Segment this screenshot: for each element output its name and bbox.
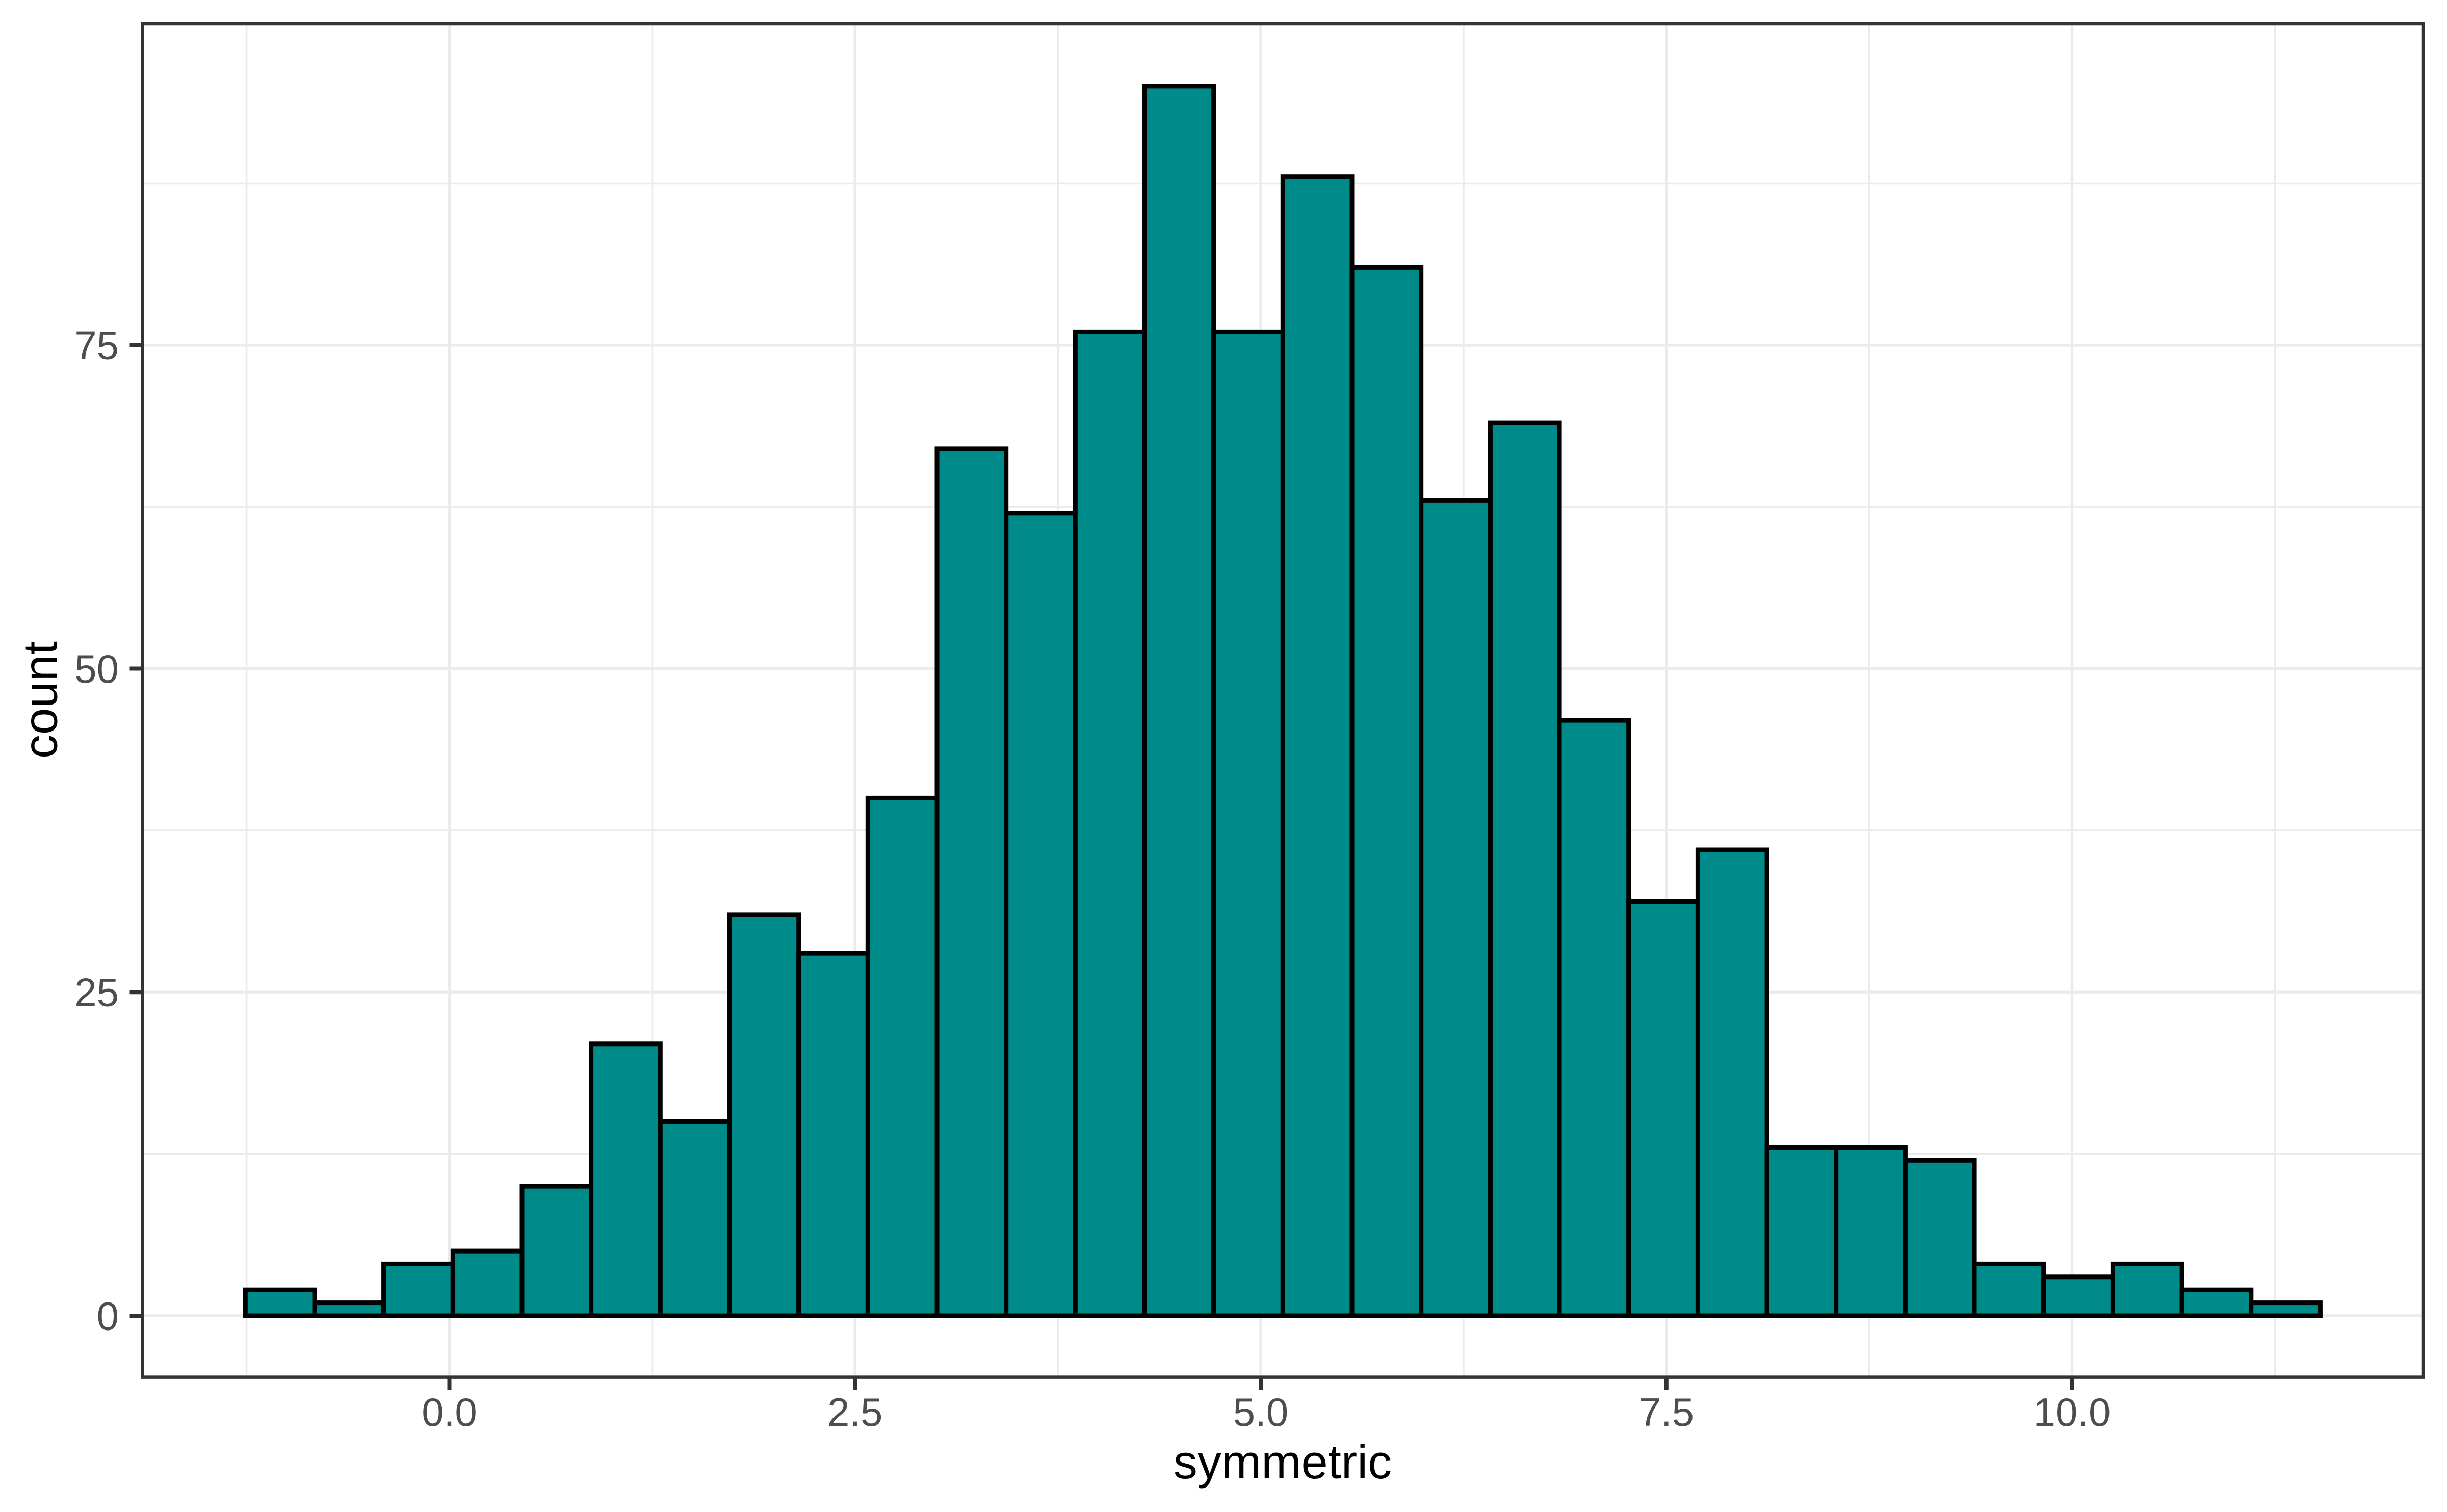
svg-text:10.0: 10.0	[2034, 1390, 2111, 1435]
svg-text:2.5: 2.5	[827, 1390, 882, 1435]
svg-text:0: 0	[97, 1294, 119, 1339]
svg-text:0.0: 0.0	[422, 1390, 477, 1435]
svg-text:75: 75	[74, 323, 119, 368]
svg-text:50: 50	[74, 646, 119, 691]
svg-text:5.0: 5.0	[1233, 1390, 1288, 1435]
svg-text:7.5: 7.5	[1639, 1390, 1694, 1435]
svg-text:count: count	[14, 641, 67, 759]
svg-text:symmetric: symmetric	[1174, 1435, 1392, 1489]
svg-text:25: 25	[74, 970, 119, 1015]
